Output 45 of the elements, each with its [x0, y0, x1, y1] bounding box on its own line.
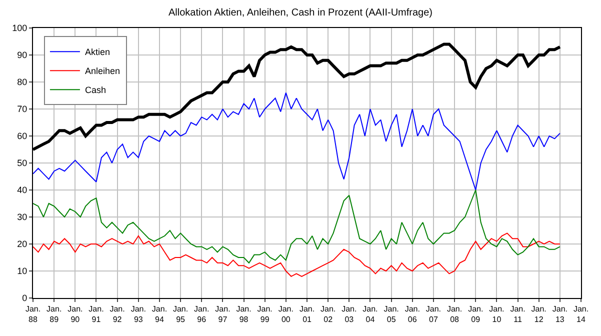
x-tick-label: Jan. 01: [299, 304, 315, 324]
x-tick-label: Jan. 90: [68, 304, 83, 324]
x-tick-label: Jan. 14: [573, 304, 589, 324]
line-series: [33, 190, 560, 264]
line-series: [33, 92, 560, 190]
x-tick-label: Jan. 93: [130, 304, 146, 324]
legend-label: Anleihen: [84, 66, 120, 76]
x-tick-label: Jan. 95: [172, 304, 188, 324]
x-tick-label: Jan. 12: [531, 304, 546, 324]
x-tick-label: Jan. 92: [110, 304, 125, 324]
x-tick-label: Jan. 99: [257, 304, 272, 324]
x-tick-label: Jan. 94: [152, 304, 168, 324]
y-tick-label: 60: [17, 131, 28, 142]
y-tick-label: 50: [17, 158, 28, 168]
y-tick-label: 10: [17, 266, 28, 276]
y-tick-label: 0: [22, 293, 28, 304]
y-tick-label: 20: [17, 239, 28, 250]
x-tick-label: Jan. 04: [362, 304, 378, 324]
y-tick-label: 80: [17, 77, 28, 88]
x-tick-label: Jan. 88: [25, 304, 41, 324]
y-tick-label: 30: [17, 212, 28, 222]
y-tick-label: 90: [17, 50, 28, 60]
x-tick-label: Jan. 10: [489, 304, 504, 324]
x-tick-label: Jan. 08: [446, 304, 462, 324]
x-tick-label: Jan. 05: [384, 304, 399, 324]
x-tick-label: Jan. 07: [426, 304, 442, 324]
x-tick-label: Jan. 98: [236, 304, 252, 324]
y-tick-label: 70: [17, 104, 28, 114]
legend-label: Aktien: [84, 47, 110, 58]
x-tick-label: Jan. 00: [278, 304, 294, 324]
x-tick-label: Jan. 11: [510, 304, 526, 324]
x-tick-label: Jan. 02: [320, 304, 336, 324]
x-tick-label: Jan. 06: [404, 304, 420, 324]
x-tick-label: Jan. 96: [194, 304, 210, 324]
x-tick-label: Jan. 13: [552, 304, 568, 324]
x-tick-label: Jan. 91: [88, 304, 104, 324]
x-tick-label: Jan. 03: [342, 304, 357, 324]
x-tick-label: Jan. 97: [215, 304, 230, 324]
line-series: [33, 232, 560, 277]
y-tick-label: 100: [12, 23, 28, 34]
x-tick-label: Jan. 89: [46, 304, 62, 324]
chart-title: Allokation Aktien, Anleihen, Cash in Prozent (AAII-Umfrage): [168, 7, 433, 18]
y-tick-label: 40: [17, 185, 28, 196]
legend-label: Cash: [84, 85, 106, 96]
x-tick-label: Jan. 09: [468, 304, 484, 324]
